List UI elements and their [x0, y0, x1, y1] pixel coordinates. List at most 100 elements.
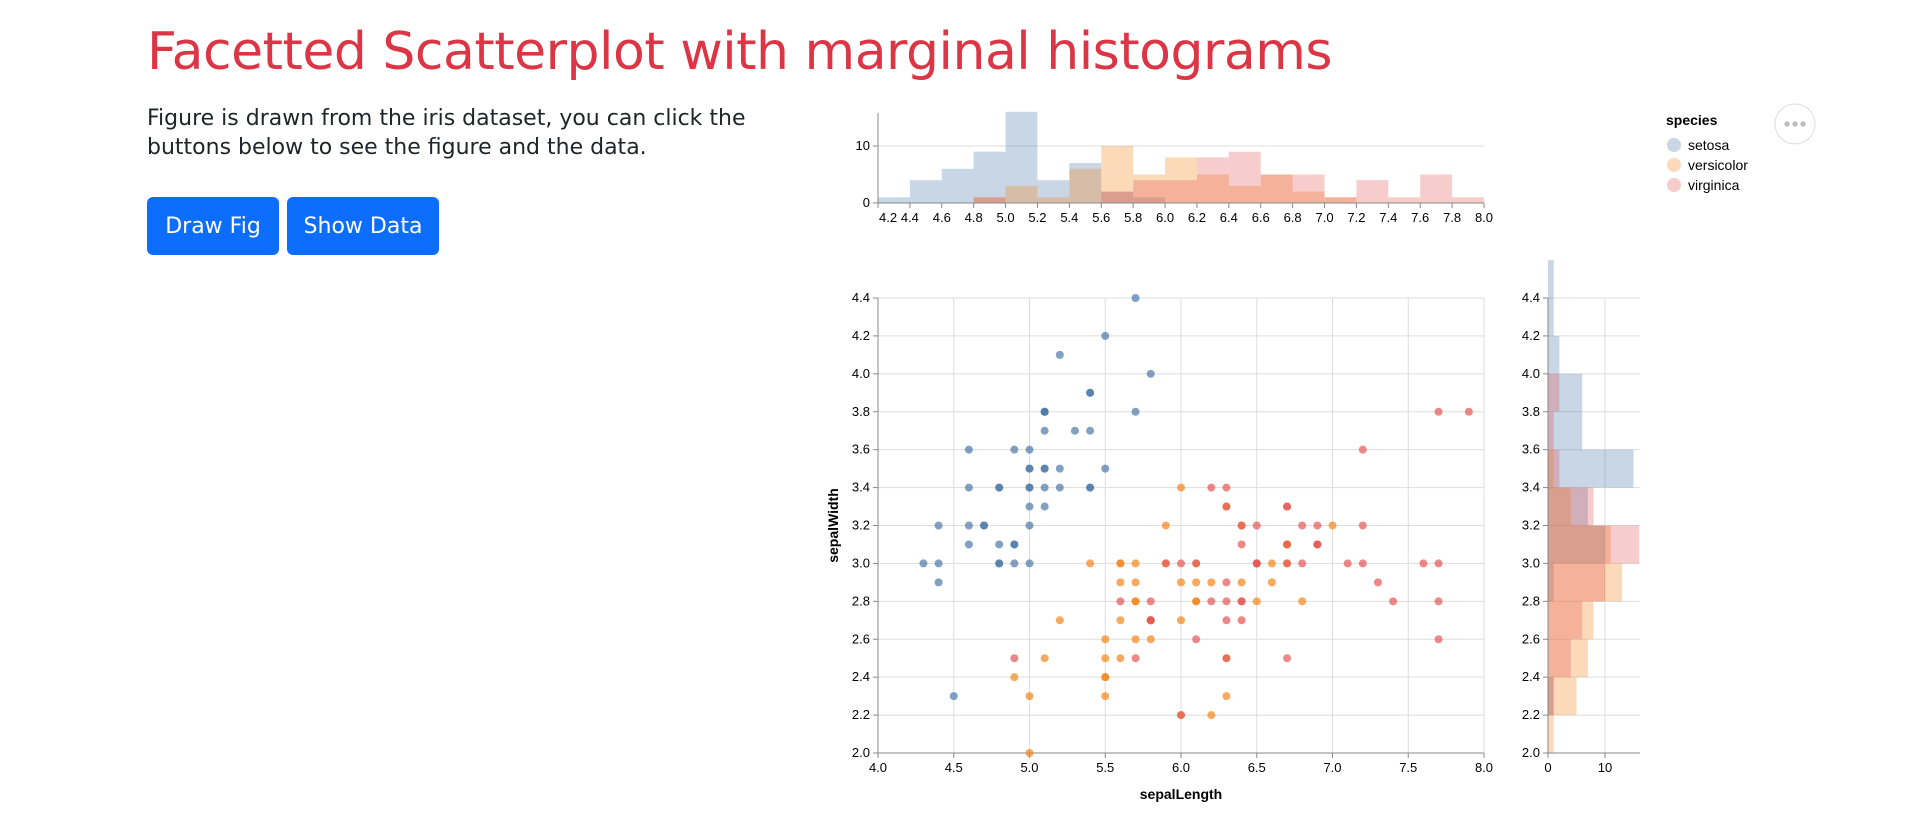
more-dots-icon	[1784, 121, 1806, 127]
scatter-x-tick: 6.0	[1172, 753, 1190, 775]
show-data-button[interactable]: Show Data	[287, 197, 439, 255]
scatter-point-versicolor	[1131, 635, 1140, 644]
scatter-y-tick: 4.4	[852, 290, 878, 305]
scatter-point-virginica	[1222, 578, 1231, 587]
scatter-y-tick: 3.4	[852, 480, 878, 495]
scatter-point-virginica	[1358, 445, 1367, 454]
right-hist-bar-versicolor	[1548, 639, 1588, 678]
top-hist-bar-virginica	[1324, 197, 1357, 203]
right-hist-x-tick: 0	[1544, 753, 1552, 775]
top-hist-x-tick: 5.2	[1028, 203, 1047, 225]
top-hist-x-tick-label: 7.0	[1315, 210, 1333, 225]
top-hist-bar-virginica	[1260, 174, 1293, 203]
top-hist-bar-versicolor	[1260, 174, 1293, 203]
right-hist-y-tick-label: 4.4	[1522, 290, 1540, 305]
scatter-point-setosa	[1025, 559, 1034, 568]
scatter-point-virginica	[1283, 654, 1292, 663]
scatter-point-versicolor	[1237, 578, 1246, 587]
top-hist-bar-setosa	[1005, 111, 1038, 203]
scatter-point-virginica	[1434, 597, 1443, 606]
scatter-x-tick: 5.5	[1096, 753, 1114, 775]
scatter-y-tick-label: 3.0	[852, 555, 870, 570]
scatter-point-setosa	[1101, 464, 1110, 473]
more-actions-button[interactable]	[1774, 103, 1816, 145]
top-hist-x-tick-label: 5.4	[1060, 210, 1078, 225]
scatter-point-virginica	[1237, 597, 1246, 606]
top-hist-x-tick: 5.4	[1060, 203, 1078, 225]
legend-swatch-virginica	[1667, 178, 1681, 192]
draw-fig-button[interactable]: Draw Fig	[147, 197, 279, 255]
top-hist-x-tick-label: 7.2	[1347, 210, 1365, 225]
scatter-point-setosa	[1040, 483, 1049, 492]
scatter-point-virginica	[1419, 559, 1428, 568]
scatter-point-virginica	[1464, 407, 1473, 416]
scatter-point-virginica	[1222, 597, 1231, 606]
right-hist-y-tick: 3.8	[1522, 404, 1548, 419]
scatter-point-setosa	[934, 578, 943, 587]
right-hist-y-tick-label: 2.0	[1522, 745, 1540, 760]
top-hist-x-tick-label: 6.6	[1252, 210, 1270, 225]
top-hist-bar-versicolor	[1196, 174, 1229, 203]
top-hist-bar-setosa	[909, 180, 942, 203]
top-hist-bar-setosa	[941, 168, 974, 203]
top-hist-bar-versicolor	[1228, 185, 1261, 203]
scatter-x-tick-label: 6.5	[1248, 760, 1266, 775]
right-hist-bar-virginica	[1548, 487, 1594, 526]
right-hist-bar-virginica	[1548, 639, 1571, 678]
right-hist-y-tick-label: 3.8	[1522, 404, 1540, 419]
scatter-point-versicolor	[1177, 578, 1185, 587]
scatter-point-versicolor	[1116, 559, 1125, 568]
scatter-y-tick: 4.0	[852, 366, 878, 381]
scatter-point-setosa	[1010, 445, 1019, 454]
scatter-x-tick: 8.0	[1475, 753, 1493, 775]
top-hist-bar-versicolor	[1037, 197, 1070, 203]
scatter-point-setosa	[1040, 426, 1049, 435]
right-hist-x-tick: 10	[1598, 753, 1612, 775]
right-hist-y-tick: 4.0	[1522, 366, 1548, 381]
top-hist-bar-versicolor	[1101, 146, 1134, 203]
top-hist-bar-virginica	[1165, 180, 1197, 203]
scatter-point-virginica	[1222, 654, 1231, 663]
scatter-point-versicolor	[1040, 654, 1049, 663]
scatter-y-tick: 3.8	[852, 404, 878, 419]
top-hist-y-tick: 0	[863, 195, 878, 210]
scatter-point-virginica	[1192, 559, 1201, 568]
top-hist-bar-setosa	[1037, 180, 1070, 203]
scatter-point-versicolor	[1101, 635, 1110, 644]
scatter-x-tick: 4.5	[945, 753, 963, 775]
right-hist-bar-setosa	[1548, 373, 1583, 412]
top-hist-x-tick-label: 4.8	[965, 210, 983, 225]
right-hist-y-tick: 3.6	[1522, 442, 1548, 457]
scatter-point-versicolor	[1025, 692, 1034, 701]
scatter-y-tick-label: 2.8	[852, 593, 870, 608]
right-hist-bar-versicolor	[1548, 563, 1623, 602]
scatter-point-virginica	[1010, 654, 1019, 663]
scatter-point-versicolor	[1161, 521, 1170, 530]
scatter-point-setosa	[964, 483, 973, 492]
right-hist-bar-virginica	[1548, 677, 1554, 716]
scatter-point-versicolor	[1055, 616, 1064, 625]
scatter-point-versicolor	[1222, 692, 1231, 701]
scatter-point-versicolor	[1010, 673, 1019, 682]
scatter-point-setosa	[1146, 369, 1155, 378]
right-hist-bar-virginica	[1548, 563, 1605, 602]
scatter-x-tick: 4.0	[869, 753, 887, 775]
scatter-point-versicolor	[1267, 578, 1276, 587]
scatter-point-versicolor	[1328, 521, 1337, 530]
scatter-y-tick-label: 3.2	[852, 518, 870, 533]
scatter-x-tick-label: 7.0	[1323, 760, 1341, 775]
top-hist-x-tick: 4.2	[877, 203, 897, 225]
scatter-point-versicolor	[1207, 711, 1216, 720]
scatter-point-virginica	[1434, 635, 1443, 644]
scatter-point-versicolor	[1192, 597, 1201, 606]
top-hist-x-tick: 7.0	[1315, 203, 1334, 225]
legend-label-setosa: setosa	[1688, 137, 1729, 153]
top-hist-x-tick-label: 7.8	[1443, 210, 1461, 225]
top-hist-x-tick: 5.0	[997, 203, 1015, 225]
scatter-point-versicolor	[1025, 749, 1034, 757]
top-hist-bar-virginica	[1228, 151, 1261, 203]
right-hist-y-tick-label: 2.4	[1522, 669, 1540, 684]
scatter-point-setosa	[1131, 407, 1140, 416]
scatter-point-setosa	[964, 521, 973, 530]
